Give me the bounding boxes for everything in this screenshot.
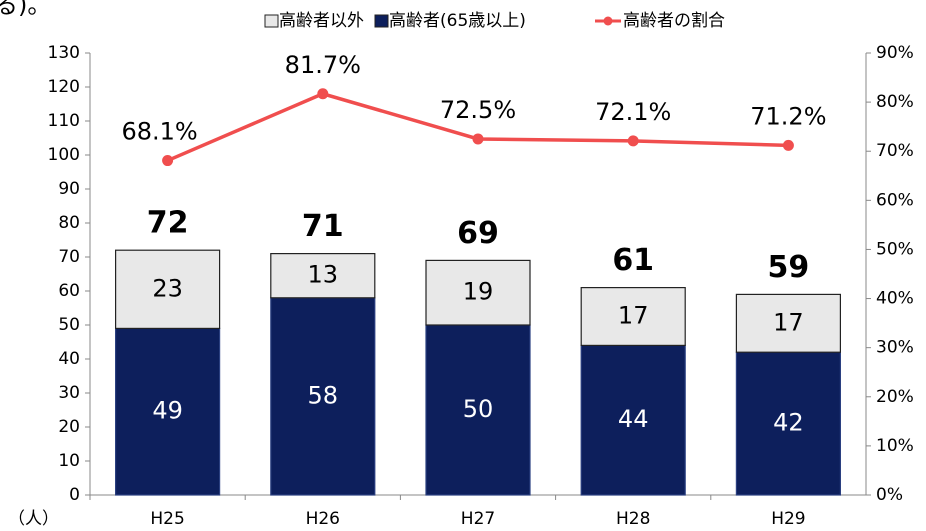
segment-label: 13 xyxy=(308,261,339,289)
segment-label: 17 xyxy=(618,302,649,330)
y-tick-label: 50 xyxy=(58,315,80,335)
legend-marker xyxy=(603,16,613,26)
y-tick-label: 80 xyxy=(58,213,80,233)
ratio-marker xyxy=(627,135,639,147)
y2-tick-label: 60% xyxy=(876,190,914,210)
y2-tick-label: 90% xyxy=(876,43,914,63)
bar-segment xyxy=(270,253,376,299)
segment-label: 23 xyxy=(152,274,183,302)
y-tick-label: 120 xyxy=(48,77,80,97)
legend-label: 高齢者の割合 xyxy=(623,11,725,31)
total-label: 71 xyxy=(302,209,344,244)
segment-label: 42 xyxy=(773,409,804,437)
y-tick-label: 60 xyxy=(58,281,80,301)
ratio-marker xyxy=(472,133,484,145)
x-tick-label: H27 xyxy=(461,509,495,529)
y2-tick-label: 0% xyxy=(876,485,903,505)
total-label: 72 xyxy=(147,206,189,241)
y-tick-label: 10 xyxy=(58,451,80,471)
total-label: 61 xyxy=(612,243,654,278)
segment-label: 19 xyxy=(463,278,494,306)
ratio-marker xyxy=(317,88,329,100)
bar-segment xyxy=(735,351,842,496)
y2-tick-label: 50% xyxy=(876,239,914,259)
y2-tick-label: 30% xyxy=(876,338,914,358)
legend-label: 高齢者(65歳以上) xyxy=(389,11,526,31)
ratio-label: 81.7% xyxy=(285,51,361,79)
x-tick-label: H25 xyxy=(150,509,184,529)
segment-label: 44 xyxy=(618,405,649,433)
bar-segment xyxy=(580,287,686,347)
legend-swatch xyxy=(264,14,279,28)
bar-segment xyxy=(425,259,531,326)
y2-tick-label: 20% xyxy=(876,387,914,407)
y-tick-label: 130 xyxy=(48,43,80,63)
ratio-label: 68.1% xyxy=(121,118,197,146)
y-tick-label: 0 xyxy=(69,485,80,505)
ratio-label: 71.2% xyxy=(750,102,826,130)
ratio-marker xyxy=(162,155,174,167)
bar-segment xyxy=(114,249,221,329)
y2-tick-label: 80% xyxy=(876,92,914,112)
ratio-marker xyxy=(782,139,794,151)
y-tick-label: 100 xyxy=(48,145,80,165)
y-tick-label: 110 xyxy=(48,111,80,131)
bar-segment xyxy=(735,293,842,353)
x-tick-label: H28 xyxy=(616,509,650,529)
x-tick-label: H29 xyxy=(771,509,805,529)
total-label: 59 xyxy=(768,250,810,285)
y-tick-label: 70 xyxy=(58,247,80,267)
y-tick-label: 90 xyxy=(58,179,80,199)
y-axis-label: （人） xyxy=(8,509,59,529)
legend-swatch xyxy=(374,14,389,28)
segment-label: 50 xyxy=(463,395,494,423)
y2-tick-label: 10% xyxy=(876,436,914,456)
segment-label: 58 xyxy=(308,381,339,409)
y-tick-label: 30 xyxy=(58,383,80,403)
y2-tick-label: 70% xyxy=(876,141,914,161)
y2-tick-label: 40% xyxy=(876,289,914,309)
total-label: 69 xyxy=(457,216,499,251)
y-tick-label: 40 xyxy=(58,349,80,369)
legend-label: 高齢者以外 xyxy=(279,11,364,31)
x-tick-label: H26 xyxy=(306,509,340,529)
bar-segment xyxy=(425,324,531,496)
segment-label: 49 xyxy=(152,397,183,425)
bar-segment xyxy=(270,297,376,496)
bar-segment xyxy=(580,344,686,496)
cut-text: る)。 xyxy=(0,0,51,19)
ratio-label: 72.1% xyxy=(595,98,671,126)
ratio-label: 72.5% xyxy=(440,96,516,124)
y-tick-label: 20 xyxy=(58,417,80,437)
bar-segment xyxy=(114,327,221,496)
segment-label: 17 xyxy=(773,308,804,336)
